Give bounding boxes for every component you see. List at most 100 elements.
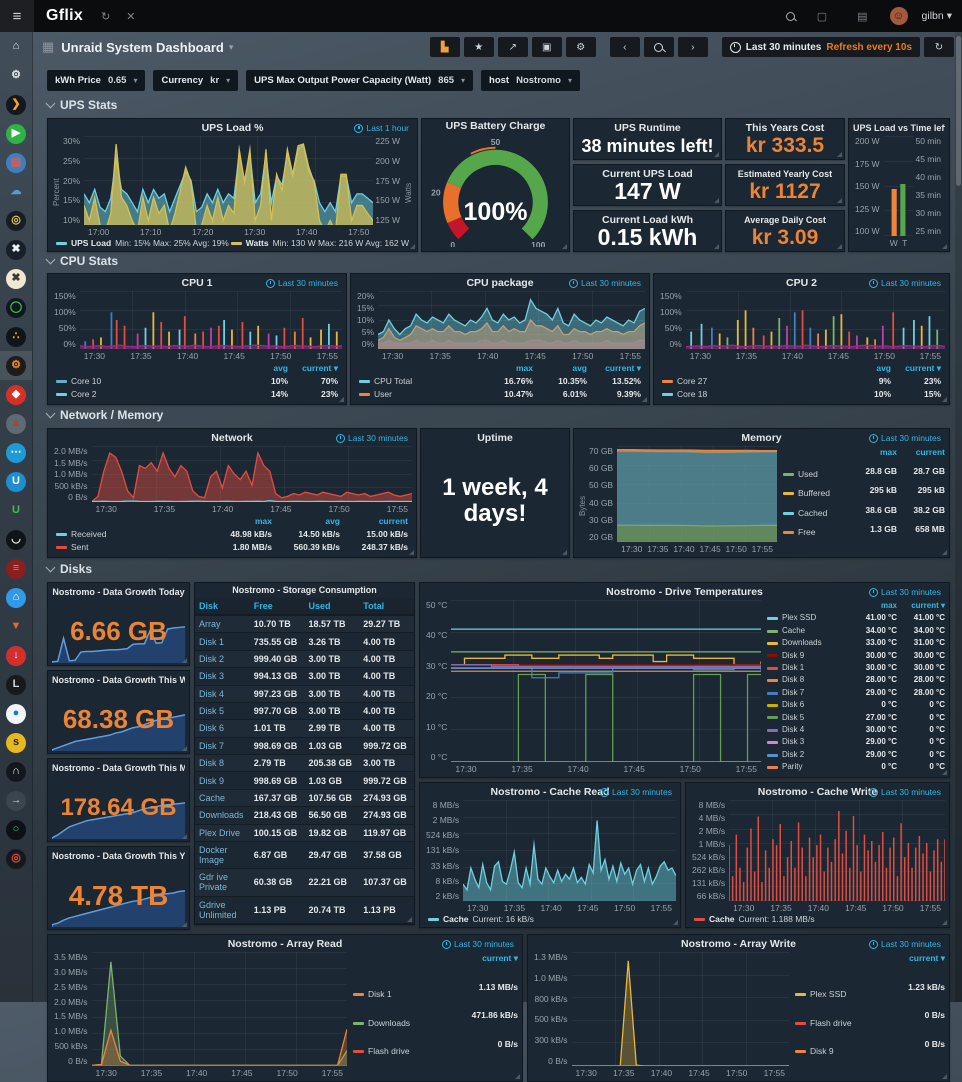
legend-series[interactable]: Used xyxy=(783,465,849,484)
legend-item[interactable]: Watts Min: 130 W Max: 216 W Avg: 162 W xyxy=(230,238,409,248)
legend-col-header[interactable]: current xyxy=(915,447,945,457)
variable-2[interactable]: UPS Max Output Power Capacity (Watt) 865 ▾ xyxy=(246,70,474,91)
refresh-button[interactable]: ↻ xyxy=(924,37,954,57)
legend-col-header[interactable]: current ▾ xyxy=(911,601,945,610)
home-icon[interactable]: ⌂ xyxy=(0,32,32,61)
legend-series[interactable]: Disk 9 xyxy=(767,650,849,662)
legend-series[interactable]: Disk 3 xyxy=(767,736,849,748)
legend-series[interactable]: Disk 2 xyxy=(767,749,849,761)
legend-series[interactable]: Downloads xyxy=(353,1009,458,1038)
legend-col-header[interactable]: avg xyxy=(273,363,288,373)
legend-series[interactable]: Downloads xyxy=(767,637,849,649)
table-header[interactable]: Used xyxy=(304,598,360,616)
variable-0[interactable]: kWh Price 0.65 ▾ xyxy=(47,70,146,91)
app-red-shield-icon[interactable]: ◆ xyxy=(0,380,32,409)
share-button[interactable]: ↗ xyxy=(497,37,528,57)
legend-col-header[interactable]: max xyxy=(879,447,897,457)
zoom-out-button[interactable] xyxy=(643,37,674,57)
cpu-package-chart[interactable] xyxy=(378,291,645,349)
legend-item[interactable]: UPS Load Min: 15% Max: 25% Avg: 19% xyxy=(56,238,229,248)
legend-col-header[interactable]: max xyxy=(254,516,272,526)
app-node-graph-icon[interactable]: ∴ xyxy=(0,322,32,351)
legend-series[interactable]: Sent xyxy=(56,541,204,554)
hamburger-menu-icon[interactable]: ≡ xyxy=(0,0,34,32)
time-range-badge[interactable]: Last 30 minutes xyxy=(265,278,338,288)
legend-col-header[interactable]: max xyxy=(880,601,897,610)
legend-series[interactable]: Parity xyxy=(767,761,849,773)
memory-chart[interactable] xyxy=(617,446,777,542)
panel-title[interactable]: Estimated Yearly Cost xyxy=(737,169,833,179)
dashboard-title-caret-icon[interactable]: ▾ xyxy=(228,41,234,52)
legend-col-header[interactable]: current ▾ xyxy=(905,363,941,373)
app-green-play-icon[interactable]: ▶ xyxy=(0,119,32,148)
time-range-badge[interactable]: Last 30 minutes xyxy=(335,433,408,443)
dashboard-picker-icon[interactable]: ▦ xyxy=(42,39,55,54)
legend-series[interactable]: Flash drive xyxy=(795,1009,891,1038)
legend-series[interactable]: Plex SSD xyxy=(795,981,891,1010)
legend-item[interactable]: Cache Current: 16 kB/s xyxy=(428,914,534,924)
panel-title[interactable]: Nostromo - Drive Temperatures xyxy=(606,586,763,598)
legend-series[interactable]: Core 27 xyxy=(662,375,841,388)
brand-logo[interactable]: Gflix xyxy=(46,7,84,24)
dashboard-settings-button[interactable]: ⚙ xyxy=(565,37,596,57)
legend-series[interactable]: Disk 9 xyxy=(795,1038,891,1067)
legend-col-header[interactable]: current ▾ xyxy=(482,953,518,963)
array-write-chart[interactable] xyxy=(571,952,789,1066)
save-button[interactable]: ▣ xyxy=(531,37,562,57)
variable-3[interactable]: host Nostromo ▾ xyxy=(481,70,580,91)
legend-series[interactable]: Core 10 xyxy=(56,375,238,388)
app-red-ring-icon[interactable]: ◎ xyxy=(0,844,32,873)
legend-series[interactable]: Core 18 xyxy=(662,388,841,401)
legend-col-header[interactable]: current ▾ xyxy=(302,363,338,373)
panel-title[interactable]: CPU 1 xyxy=(181,277,213,289)
panel-title[interactable]: Current Load kWh xyxy=(602,214,693,225)
legend-series[interactable]: CPU Total xyxy=(359,375,479,388)
panel-title[interactable]: CPU package xyxy=(466,277,534,289)
app-dark-x-icon[interactable]: ✖ xyxy=(0,235,32,264)
app-red-download-icon[interactable]: ↓ xyxy=(0,641,32,670)
growth-month-sparkline[interactable] xyxy=(52,799,185,839)
star-button[interactable]: ★ xyxy=(463,37,494,57)
search-icon[interactable] xyxy=(785,11,795,21)
time-range-badge[interactable]: Last 30 minutes xyxy=(868,939,941,949)
legend-series[interactable]: Disk 6 xyxy=(767,699,849,711)
panel-title[interactable]: Uptime xyxy=(477,432,513,444)
section-ups-stats[interactable]: UPS Stats xyxy=(45,98,117,112)
panel-title[interactable]: Nostromo - Cache Read xyxy=(490,786,610,798)
legend-series[interactable]: Flash drive xyxy=(353,1038,458,1067)
app-ubiquiti-icon[interactable]: U xyxy=(0,467,32,496)
panel-title[interactable]: Average Daily Cost xyxy=(744,215,826,225)
time-range-badge[interactable]: Last 30 minutes xyxy=(868,587,941,597)
panel-title[interactable]: Nostromo - Array Write xyxy=(681,938,796,950)
panel-title[interactable]: Nostromo - Data Growth This Month xyxy=(52,763,185,773)
scrollbar[interactable] xyxy=(955,32,962,1002)
panel-title[interactable]: CPU 2 xyxy=(786,277,817,289)
app-cloud-icon[interactable]: ☁ xyxy=(0,177,32,206)
legend-col-header[interactable]: avg xyxy=(572,363,587,373)
battery-gauge[interactable] xyxy=(426,135,565,247)
app-lazylibrarian-icon[interactable]: L xyxy=(0,670,32,699)
table-header[interactable]: Total xyxy=(359,598,414,616)
panel-title[interactable]: UPS Runtime xyxy=(614,122,681,134)
time-range-picker[interactable]: Last 30 minutes Refresh every 10s xyxy=(721,37,920,57)
network-chart[interactable] xyxy=(91,446,412,502)
apps-icon[interactable]: ▤ xyxy=(857,10,868,23)
table-header[interactable]: Disk xyxy=(195,598,250,616)
fullscreen-icon[interactable]: ▢ xyxy=(816,10,828,23)
legend-series[interactable]: Disk 8 xyxy=(767,674,849,686)
time-range-badge[interactable]: Last 30 minutes xyxy=(868,433,941,443)
panel-title[interactable]: Nostromo - Cache Write xyxy=(757,786,878,798)
legend-series[interactable]: Buffered xyxy=(783,484,849,503)
ups-load-chart[interactable] xyxy=(84,136,374,225)
time-range-badge[interactable]: Last 30 minutes xyxy=(599,787,672,797)
app-gitlab-icon[interactable]: ▼ xyxy=(0,612,32,641)
variable-1[interactable]: Currency kr ▾ xyxy=(153,70,239,91)
array-read-chart[interactable] xyxy=(91,952,347,1066)
app-orange-chevron-icon[interactable]: ❯ xyxy=(0,90,32,119)
legend-series[interactable]: Disk 7 xyxy=(767,687,849,699)
app-orange-gear-icon[interactable]: ⚙ xyxy=(0,351,32,380)
panel-title[interactable]: Memory xyxy=(741,432,782,444)
settings-icon[interactable]: ⚙ xyxy=(0,61,32,90)
panel-title[interactable]: Network xyxy=(211,432,253,444)
legend-series[interactable]: Cache xyxy=(767,625,849,637)
